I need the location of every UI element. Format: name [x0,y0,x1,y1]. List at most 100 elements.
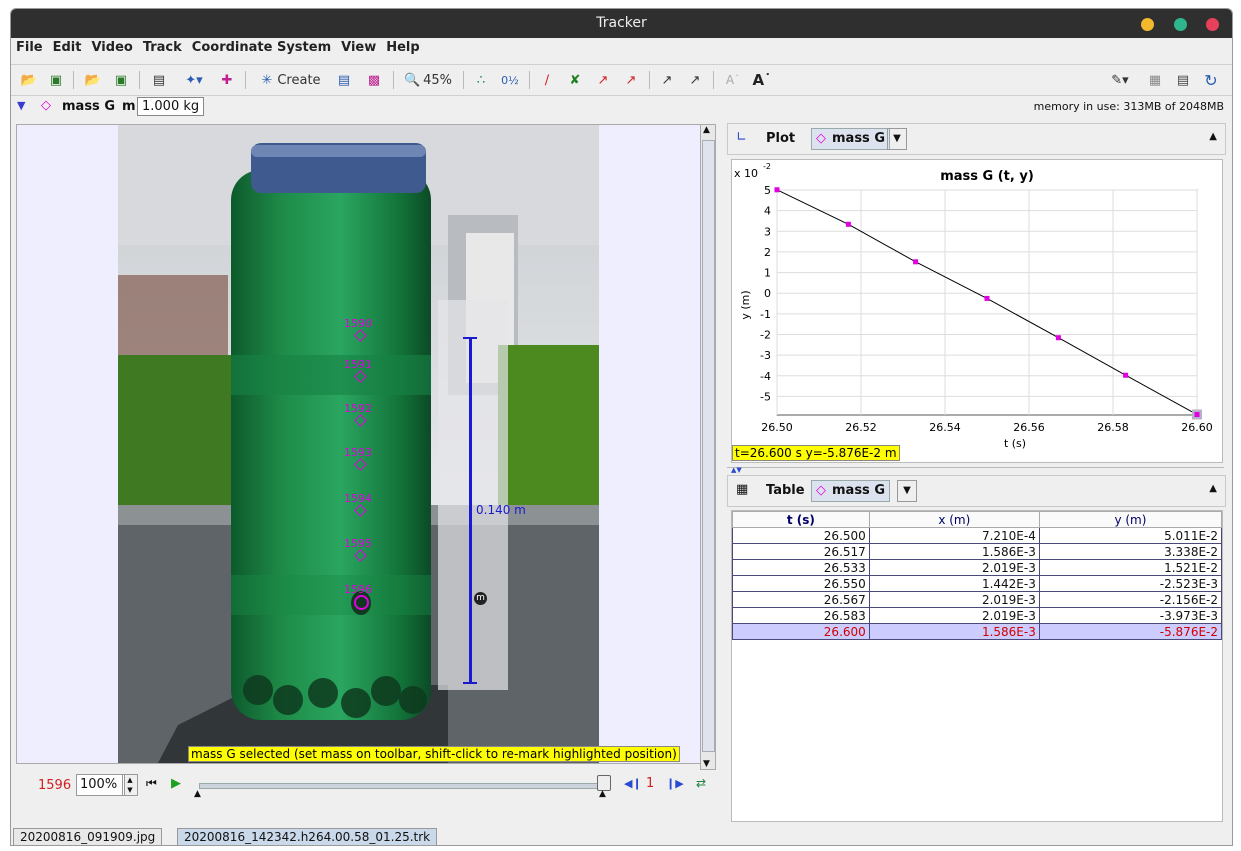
table-cell[interactable]: 2.019E-3 [868,559,1040,576]
table-row-selected[interactable]: 26.600 1.586E-3 -5.876E-2 [732,623,1222,640]
desktop-icon[interactable]: ▤ [1176,72,1190,88]
minimize-button[interactable] [1141,18,1154,31]
table-cell[interactable]: 1.442E-3 [868,575,1040,592]
video-vertical-scrollbar[interactable]: ▲ ▼ [700,124,716,770]
table-row[interactable]: 26.550 1.442E-3 -2.523E-3 [732,575,1222,592]
track-name[interactable]: mass G [62,99,115,114]
data-point[interactable] [913,259,919,265]
create-button[interactable]: ✳ Create [255,69,327,91]
table-cell[interactable]: -2.156E-2 [1038,591,1222,608]
menu-track[interactable]: Track [142,40,182,55]
plot-collapse-icon[interactable]: ▲ [1209,131,1217,142]
data-point[interactable] [984,295,990,301]
save-icon[interactable]: ▣ [49,72,63,88]
autotracker-icon[interactable]: ▩ [367,72,381,88]
xy-vectors-icon[interactable]: ↗ [661,72,673,88]
plot-area[interactable]: mass G (t, y) x 10 -2 t (s) y (m) 26.50 2… [731,159,1223,463]
maximize-button[interactable] [1174,18,1187,31]
table-cell[interactable]: 1.521E-2 [1038,559,1222,576]
frame-number[interactable]: 1596 [38,778,72,793]
zoom-field[interactable]: 100% [76,774,125,796]
axes-icon[interactable]: ✚ [221,72,233,88]
table-cell[interactable]: 5.011E-2 [1038,527,1222,544]
data-point[interactable] [845,221,851,227]
divider-arrows-icon[interactable]: ▲▼ [731,466,742,474]
step-size[interactable]: 1 [646,776,655,791]
calibration-stick[interactable] [469,337,472,683]
table-cell[interactable]: 26.533 [732,559,870,576]
table-cell[interactable]: 26.600 [732,623,870,640]
table-cell[interactable]: 1.586E-3 [868,543,1040,560]
data-point[interactable] [1194,412,1200,418]
scroll-up-icon[interactable]: ▲ [703,125,710,135]
play-icon[interactable]: ▶ [171,776,181,791]
table-dropdown-arrow-icon[interactable]: ▼ [897,480,917,502]
table-cell[interactable]: 2.019E-3 [868,591,1040,608]
xm-vectors-icon[interactable]: ↗ [689,72,701,88]
table-cell[interactable]: -2.523E-3 [1038,575,1222,592]
data-point[interactable] [1055,335,1061,341]
menu-file[interactable]: File [16,40,43,55]
table-row[interactable]: 26.533 2.019E-3 1.521E-2 [732,559,1222,576]
data-table-area[interactable]: t (s) x (m) y (m) 26.500 7.210E-4 5.011E-2… [731,510,1223,822]
menu-video[interactable]: Video [91,40,133,55]
table-cell[interactable]: 26.517 [732,543,870,560]
trackbar-menu-icon[interactable]: ▼ [17,99,26,112]
save-video-icon[interactable]: ▣ [114,72,128,88]
tab-image-file[interactable]: 20200816_091909.jpg [13,828,163,845]
table-track-dropdown[interactable]: ◇ mass G [811,480,890,502]
end-marker-icon[interactable]: ▲ [599,789,606,799]
label-positions-icon[interactable]: 0½ [501,73,519,87]
column-header-t[interactable]: t (s) [732,511,870,528]
frame-slider[interactable] [199,783,606,789]
zoom-button[interactable]: 🔍 45% [401,69,455,91]
tab-trk-file[interactable]: 20200816_142342.h264.00.58_01.25.trk [177,828,438,845]
track-control-icon[interactable]: ▤ [337,72,351,88]
marker-1596-selected[interactable] [354,595,369,610]
slider-thumb[interactable] [597,775,611,791]
menu-edit[interactable]: Edit [52,40,82,55]
calibration-stick-top-end[interactable] [463,337,477,339]
refresh-icon[interactable]: ↻ [1204,70,1218,90]
positions-icon[interactable]: ✘ [569,72,581,88]
table-row[interactable]: 26.500 7.210E-4 5.011E-2 [732,527,1222,544]
mass-field[interactable]: 1.000 kg [137,97,205,116]
table-cell[interactable]: 26.550 [732,575,870,592]
calibration-tools-icon[interactable]: ✦▾ [185,72,203,88]
plot-chart[interactable]: mass G (t, y) x 10 -2 t (s) y (m) 26.50 2… [732,160,1222,462]
start-marker-icon[interactable]: ▲ [194,789,201,799]
column-header-x[interactable]: x (m) [868,511,1040,528]
video-panel[interactable]: 0.140 m m 1590 1591 1592 1593 1594 1595 … [16,124,702,764]
zoom-spinner[interactable]: ▲ ▼ [122,774,138,796]
scroll-down-icon[interactable]: ▼ [703,759,710,769]
table-cell[interactable]: 26.500 [732,527,870,544]
font-larger-icon[interactable]: A˙ [752,71,772,89]
table-collapse-icon[interactable]: ▲ [1209,483,1217,494]
data-table[interactable]: t (s) x (m) y (m) 26.500 7.210E-4 5.011E-2… [732,511,1222,640]
trails-icon[interactable]: ∴ [476,72,486,88]
calibration-stick-bottom-end[interactable] [463,682,477,684]
data-point[interactable] [1123,372,1129,378]
menu-coordinate-system[interactable]: Coordinate System [191,40,332,55]
table-cell[interactable]: 3.338E-2 [1038,543,1222,560]
table-cell[interactable]: 2.019E-3 [868,607,1040,624]
step-forward-icon[interactable]: ❙▶ [666,777,684,790]
acceleration-icon[interactable]: ↗ [625,72,637,88]
path-icon[interactable]: ∕ [544,72,550,88]
step-back-icon[interactable]: ◀❙ [624,777,642,790]
notes-pencil-icon[interactable]: ✎▾ [1111,72,1129,88]
close-button[interactable] [1206,18,1219,31]
reset-icon[interactable]: ⏮ [146,776,157,790]
refresh-data-icon[interactable]: ▦ [1148,72,1162,88]
table-row[interactable]: 26.517 1.586E-3 3.338E-2 [732,543,1222,560]
clip-settings-icon[interactable]: ▤ [152,72,166,88]
table-cell[interactable]: 7.210E-4 [868,527,1040,544]
table-cell[interactable]: -5.876E-2 [1038,623,1222,640]
table-row[interactable]: 26.567 2.019E-3 -2.156E-2 [732,591,1222,608]
font-smaller-icon[interactable]: A˙ [725,73,741,87]
column-header-y[interactable]: y (m) [1038,511,1222,528]
panel-divider[interactable]: ▲▼ [727,466,1224,474]
open-icon[interactable]: 📂 [20,72,38,88]
loop-icon[interactable]: ⇄ [696,776,707,790]
table-cell[interactable]: 26.567 [732,591,870,608]
